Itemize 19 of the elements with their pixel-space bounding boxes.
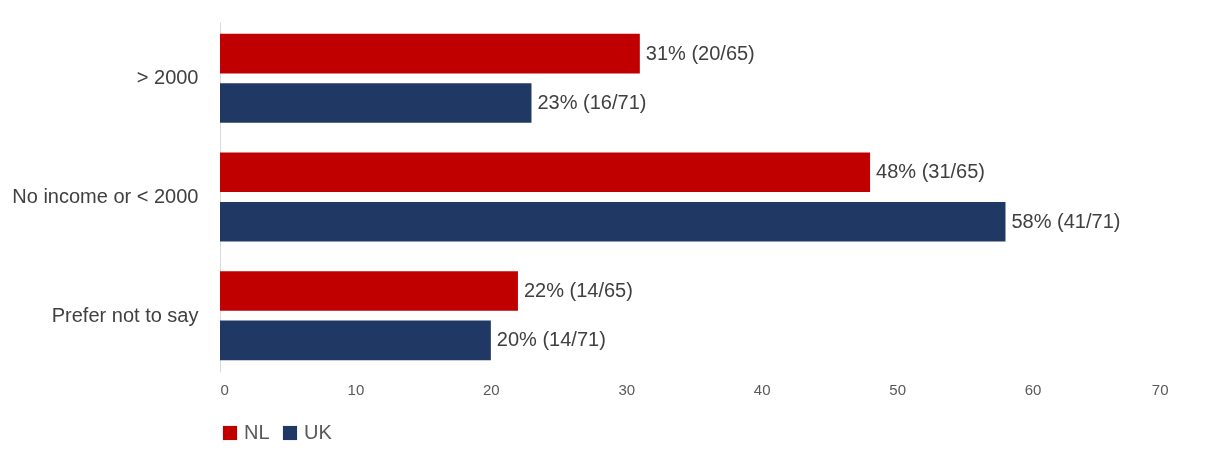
data-label: 23% (16/71) — [537, 91, 647, 114]
y-tick-label: > 2000 — [136, 66, 199, 89]
x-tick-label: 70 — [1151, 380, 1169, 398]
x-tick-label: 10 — [347, 380, 365, 398]
y-tick-label: No income or < 2000 — [12, 185, 199, 207]
x-tick-label: 30 — [618, 380, 636, 398]
data-label: 22% (14/65) — [523, 278, 633, 301]
legend-label: NL — [244, 421, 270, 443]
x-tick-label: 20 — [483, 380, 500, 398]
x-tick-label: 0 — [220, 380, 229, 398]
data-label: 58% (41/71) — [1011, 209, 1121, 232]
legend-label: UK — [304, 421, 333, 443]
x-tick-label: 40 — [753, 380, 771, 398]
x-tick-label: 60 — [1024, 380, 1042, 398]
data-label: 20% (14/71) — [496, 328, 606, 351]
data-label: 48% (31/65) — [876, 160, 986, 183]
y-tick-label: Prefer not to say — [51, 303, 199, 326]
x-tick-label: 50 — [889, 380, 906, 398]
data-label: 31% (20/65) — [645, 41, 755, 64]
